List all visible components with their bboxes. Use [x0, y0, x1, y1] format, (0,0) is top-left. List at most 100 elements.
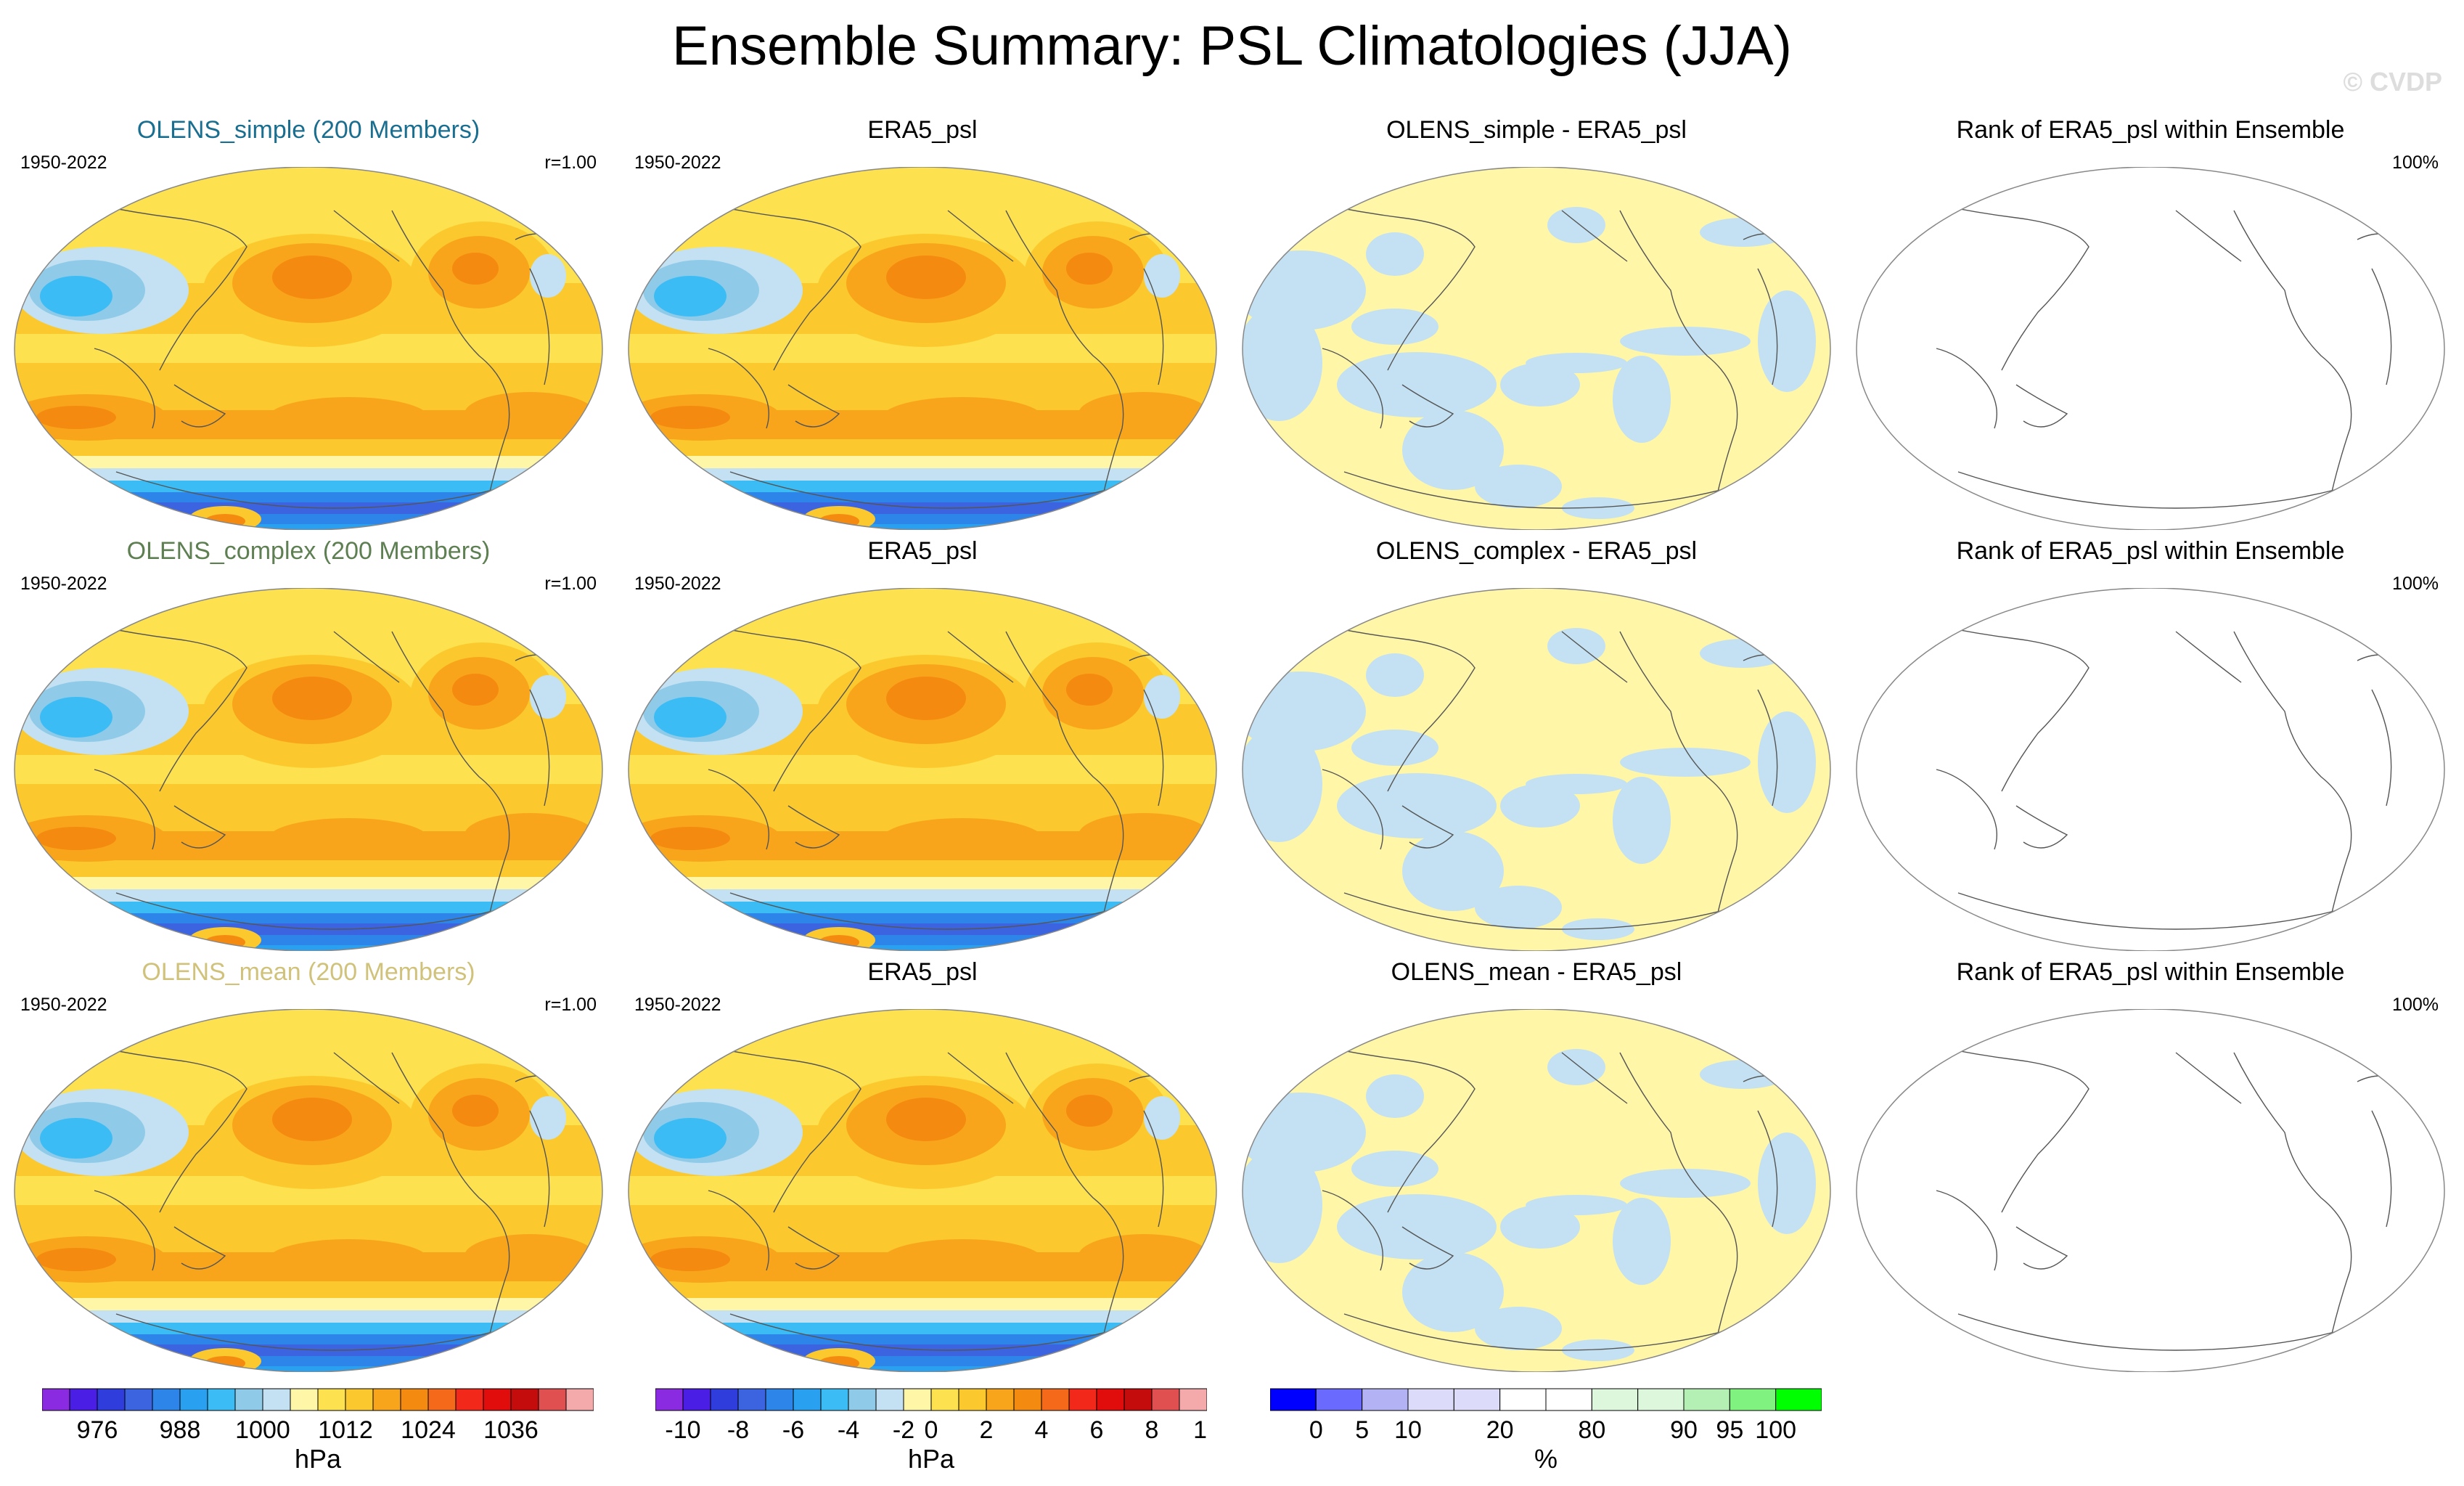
colorbar-tick-label: 1024 — [401, 1416, 456, 1444]
colorbar-tick-label: 20 — [1486, 1416, 1514, 1444]
colorbar-unit: hPa — [907, 1444, 955, 1474]
diff-negative-region — [1337, 773, 1497, 838]
coastline — [671, 195, 861, 371]
psl-high-south-indian — [650, 1248, 730, 1271]
map-fill — [629, 1009, 1216, 1372]
colorbar-swatch — [1270, 1388, 1317, 1411]
panel-title: OLENS_mean - ERA5_psl — [1391, 958, 1682, 986]
psl-band — [15, 1356, 602, 1366]
colorbar-swatch — [483, 1388, 512, 1411]
psl-band — [629, 167, 1216, 218]
map-ensemble — [14, 1009, 603, 1372]
colorbar-swatch — [710, 1388, 739, 1411]
diff-negative-region — [1337, 1194, 1497, 1260]
map-border — [1242, 1009, 1831, 1372]
panel-ensemble: OLENS_simple (200 Members) 1950-2022 r=1.0… — [7, 116, 610, 530]
psl-antarctica — [819, 935, 859, 950]
psl-band — [15, 1334, 602, 1344]
psl-high-south-atlantic — [464, 1234, 595, 1278]
coastline — [1957, 471, 2373, 509]
coastline — [1285, 1037, 1475, 1213]
psl-band — [629, 1298, 1216, 1310]
colorbar-swatch — [1315, 1388, 1363, 1411]
diff-negative-region — [1758, 711, 1816, 813]
panel-title: OLENS_complex - ERA5_psl — [1375, 537, 1698, 565]
psl-band — [629, 468, 1216, 481]
panel-rank-percent: 100% — [2392, 573, 2439, 594]
map-border — [1856, 1009, 2445, 1372]
colorbar-swatch — [97, 1388, 126, 1411]
psl-high-south-pacific — [883, 397, 1042, 438]
colorbar-swatch — [930, 1388, 959, 1411]
colorbar-swatch — [234, 1388, 263, 1411]
psl-band — [15, 860, 602, 877]
psl-low-asia — [40, 276, 112, 317]
psl-low-north-africa — [530, 254, 566, 298]
coastline — [2233, 210, 2352, 509]
colorbar-swatch — [875, 1388, 904, 1411]
psl-high-south-pacific — [269, 397, 428, 438]
panel-diff: OLENS_simple - ERA5_psl — [1235, 116, 1838, 530]
panel-period: 1950-2022 — [634, 573, 721, 594]
coastline — [391, 631, 510, 930]
psl-high-south-atlantic — [1078, 813, 1209, 857]
psl-low-asia — [654, 1118, 726, 1159]
diff-negative-region — [1758, 290, 1816, 392]
panel-correlation: r=1.00 — [544, 573, 597, 594]
psl-band — [629, 439, 1216, 456]
panel-title: ERA5_psl — [867, 116, 978, 144]
diff-negative-region — [1500, 1205, 1580, 1249]
colorbar-swatch — [848, 1388, 877, 1411]
panel-title: OLENS_simple - ERA5_psl — [1386, 116, 1687, 144]
colorbar-tick-label: 2 — [980, 1416, 994, 1444]
psl-high-north-pacific — [272, 677, 352, 720]
colorbar-swatch — [1096, 1388, 1125, 1411]
colorbar-swatch — [1499, 1388, 1547, 1411]
coastline — [94, 1190, 156, 1271]
colorbar-climatology: 976 988 1000 1012 1024 1036 hPa — [42, 1383, 594, 1485]
colorbar-swatch — [1729, 1388, 1777, 1411]
diff-negative-region — [1243, 726, 1322, 842]
psl-high-north-pacific — [272, 256, 352, 299]
diff-negative-region — [1366, 653, 1424, 697]
diff-negative-region — [1402, 831, 1504, 911]
diff-negative-region — [1402, 410, 1504, 490]
colorbar-swatch — [1545, 1388, 1592, 1411]
coastline — [947, 1052, 1014, 1104]
colorbar-swatch — [372, 1388, 401, 1411]
coastline — [787, 1226, 840, 1270]
diff-negative-region — [1613, 777, 1671, 864]
colorbar-tick-label: -10 — [665, 1416, 700, 1444]
panel-period: 1950-2022 — [20, 995, 107, 1015]
coastline — [1343, 892, 1759, 930]
diff-negative-region — [1500, 784, 1580, 828]
map-rank — [1856, 167, 2445, 530]
colorbar-tick-label: 1036 — [483, 1416, 539, 1444]
map-fill — [1243, 1009, 1830, 1372]
panel-rank: Rank of ERA5_psl within Ensemble 100% — [1849, 116, 2452, 530]
colorbar-swatch — [538, 1388, 567, 1411]
watermark: © CVDP — [2343, 67, 2442, 97]
coastline — [1619, 631, 1738, 930]
diff-negative-region — [1620, 1169, 1751, 1198]
colorbar-tick-label: 90 — [1670, 1416, 1698, 1444]
diff-negative-region — [1475, 465, 1562, 508]
colorbar-swatch — [793, 1388, 822, 1411]
psl-antarctica — [205, 935, 245, 950]
coastline — [115, 1313, 531, 1351]
coastline — [1285, 616, 1475, 792]
coastline — [1401, 384, 1454, 428]
diff-negative-region — [1351, 309, 1438, 345]
psl-band — [629, 860, 1216, 877]
panel-rank: Rank of ERA5_psl within Ensemble 100% — [1849, 537, 2452, 951]
colorbar-swatch — [427, 1388, 457, 1411]
colorbar-tick-label: 1012 — [318, 1416, 373, 1444]
coastline — [1957, 892, 2373, 930]
coastline — [2015, 1226, 2068, 1270]
diff-negative-region — [1351, 1151, 1438, 1187]
psl-high-south-indian — [650, 406, 730, 429]
psl-band — [15, 889, 602, 902]
coastline — [947, 210, 1014, 262]
map-fill — [1857, 1009, 2444, 1372]
psl-high-north-pacific — [886, 256, 966, 299]
